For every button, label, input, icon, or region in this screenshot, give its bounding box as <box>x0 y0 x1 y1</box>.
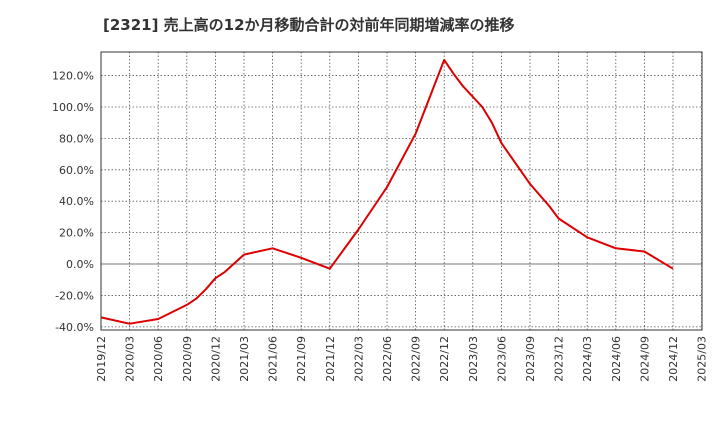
x-tick-label: 2020/09 <box>181 336 194 382</box>
y-tick-label: -20.0% <box>55 289 94 302</box>
y-tick-label: 80.0% <box>59 132 94 145</box>
x-tick-label: 2022/06 <box>381 336 394 382</box>
x-tick-label: 2023/03 <box>467 336 480 382</box>
y-tick-label: 20.0% <box>59 227 94 240</box>
x-tick-label: 2019/12 <box>95 336 108 382</box>
x-tick-label: 2020/03 <box>124 336 137 382</box>
x-tick-label: 2024/09 <box>638 336 651 382</box>
y-axis-ticks: -40.0% -20.0% 0.0% 20.0% 40.0% 60.0% 80.0% 100.… <box>52 70 94 334</box>
x-tick-label: 2024/03 <box>581 336 594 382</box>
y-tick-label: 120.0% <box>52 70 94 83</box>
x-tick-label: 2022/12 <box>438 336 451 382</box>
y-tick-label: 0.0% <box>66 258 94 271</box>
x-tick-label: 2021/12 <box>324 336 337 382</box>
x-tick-label: 2021/06 <box>267 336 280 382</box>
x-tick-label: 2020/06 <box>152 336 165 382</box>
x-tick-label: 2024/06 <box>610 336 623 382</box>
x-tick-label: 2021/09 <box>295 336 308 382</box>
x-tick-label: 2022/09 <box>410 336 423 382</box>
x-tick-label: 2024/12 <box>667 336 680 382</box>
chart-title: [2321] 売上高の12か月移動合計の対前年同期増減率の推移 <box>103 16 515 34</box>
y-tick-label: 40.0% <box>59 195 94 208</box>
y-tick-label: 100.0% <box>52 101 94 114</box>
x-tick-label: 2023/12 <box>553 336 566 382</box>
x-tick-label: 2020/12 <box>209 336 222 382</box>
series-line <box>100 58 674 325</box>
x-tick-label: 2023/09 <box>524 336 537 382</box>
grid-lines <box>100 52 702 330</box>
x-axis-ticks: 2019/12 2020/03 2020/06 2020/09 2020/12 2021/… <box>95 336 709 382</box>
x-tick-label: 2025/03 <box>696 336 709 382</box>
y-tick-label: 60.0% <box>59 164 94 177</box>
plot-frame <box>100 51 703 331</box>
x-tick-label: 2023/06 <box>495 336 508 382</box>
y-tick-label: -40.0% <box>55 321 94 334</box>
x-tick-label: 2022/03 <box>352 336 365 382</box>
x-tick-label: 2021/03 <box>238 336 251 382</box>
series-group <box>100 58 674 325</box>
